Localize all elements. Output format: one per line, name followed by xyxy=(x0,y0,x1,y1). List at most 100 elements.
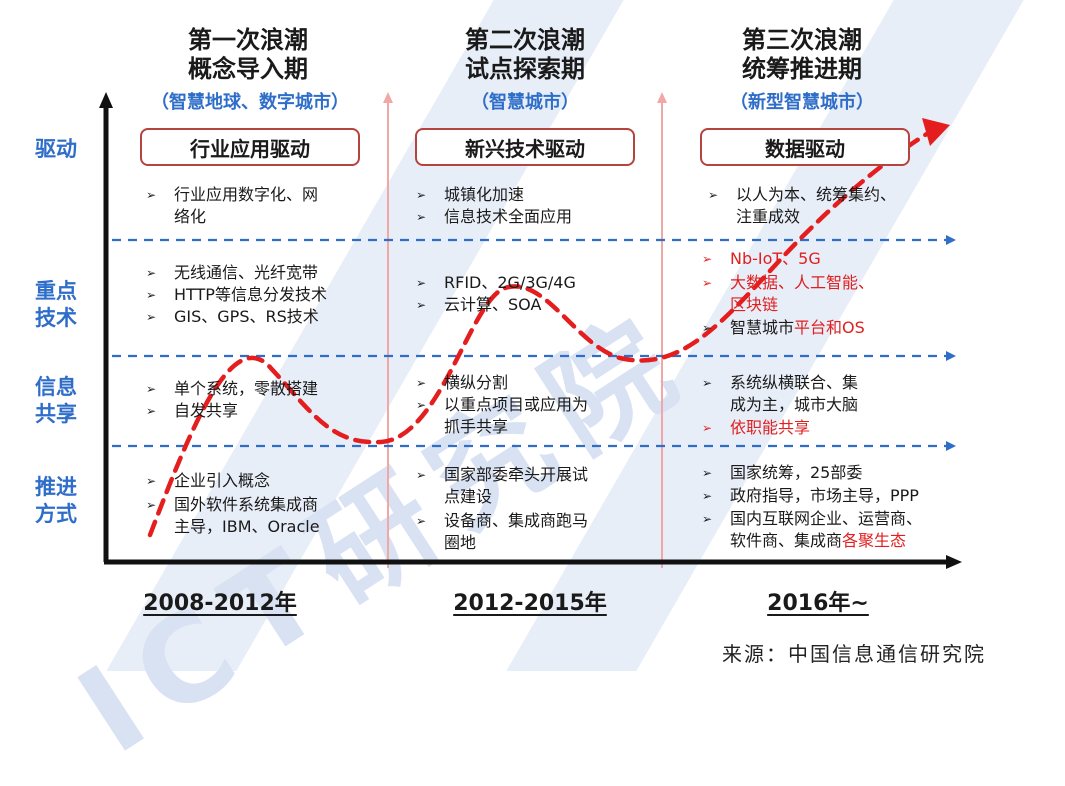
bullet-text: 成为主，城市大脑 xyxy=(730,395,859,414)
bullet-arrow-icon: ➢ xyxy=(708,188,719,202)
bullet-item: ➢ 城镇化加速 xyxy=(416,184,656,206)
trend-curve xyxy=(147,129,933,538)
bullet-arrow-icon: ➢ xyxy=(702,466,713,480)
bullet-arrow-icon: ➢ xyxy=(146,404,157,418)
bullet-item: ➢ Nb-IoT、5G xyxy=(702,248,952,270)
wave-2-title-line1: 第二次浪潮 xyxy=(465,26,585,54)
bullet-item: ➢ 系统纵横联合、集 成为主，城市大脑 xyxy=(702,372,952,416)
content-layer: 第一次浪潮 概念导入期 （智慧地球、数字城市） 第二次浪潮 试点探索期 （智慧城… xyxy=(28,26,986,666)
bullet-item: ➢ 企业引入概念 xyxy=(146,470,386,492)
bullet-arrow-icon: ➢ xyxy=(146,310,157,324)
column-divider-arrowhead xyxy=(657,92,667,103)
bullet-item: ➢ 横纵分割 xyxy=(416,372,656,394)
bullet-text: 抓手共享 xyxy=(444,417,509,436)
period-label-2: 2012-2015年 xyxy=(453,591,607,616)
row-label-promo-line2: 方式 xyxy=(35,502,77,526)
bullet-text: HTTP等信息分发技术 xyxy=(174,285,327,304)
wave-2-subtitle: （智慧城市） xyxy=(471,92,579,113)
bullet-arrow-icon: ➢ xyxy=(146,288,157,302)
bullet-text: 国家统筹，25部委 xyxy=(730,463,863,482)
bullet-arrow-icon: ➢ xyxy=(416,188,427,202)
bullet-item: ➢ 云计算、SOA xyxy=(416,294,656,316)
bullet-item: ➢ 无线通信、光纤宽带 xyxy=(146,262,386,284)
bullet-text: RFID、2G/3G/4G xyxy=(444,273,576,292)
bullet-item: ➢ HTTP等信息分发技术 xyxy=(146,284,386,306)
bullet-item: ➢ 自发共享 xyxy=(146,400,386,422)
bullet-text: 主导，IBM、Oracle xyxy=(174,517,320,536)
bullet-text-highlight: 平台和OS xyxy=(794,318,865,337)
bullet-text: GIS、GPS、RS技术 xyxy=(174,307,319,326)
wave-1-title: 第一次浪潮 概念导入期 xyxy=(138,26,358,84)
bullet-arrow-icon: ➢ xyxy=(146,474,157,488)
bullet-text: 行业应用数字化、网 xyxy=(174,185,319,204)
bullet-arrow-icon: ➢ xyxy=(702,321,713,335)
bullet-item: ➢ 国内互联网企业、运营商、 软件商、集成商各聚生态 xyxy=(702,508,962,552)
bullet-item: ➢ 以重点项目或应用为 抓手共享 xyxy=(416,394,656,438)
row-label-promo: 推进 方式 xyxy=(28,474,84,528)
wave-3-title-line1: 第三次浪潮 xyxy=(742,26,862,54)
bullet-item: ➢ GIS、GPS、RS技术 xyxy=(146,306,386,328)
driver-box-3: 数据驱动 xyxy=(700,128,910,166)
bullet-item: ➢ 以人为本、统筹集约、 注重成效 xyxy=(708,184,948,228)
bullet-text: 系统纵横联合、集 xyxy=(730,373,859,392)
bullet-arrow-icon: ➢ xyxy=(702,252,713,266)
bullet-arrow-icon: ➢ xyxy=(416,376,427,390)
bullet-item: ➢ 国外软件系统集成商 主导，IBM、Oracle xyxy=(146,494,386,538)
driver-box-1: 行业应用驱动 xyxy=(140,128,360,166)
bullet-arrow-icon: ➢ xyxy=(146,498,157,512)
bullet-text: 圈地 xyxy=(444,533,477,552)
bullet-arrow-icon: ➢ xyxy=(702,421,713,435)
bullet-text: Nb-IoT、5G xyxy=(730,249,821,268)
bullet-item: ➢ 单个系统，零散搭建 xyxy=(146,378,386,400)
bullet-text: 国家部委牵头开展试 xyxy=(444,465,589,484)
bullet-item: ➢ RFID、2G/3G/4G xyxy=(416,272,656,294)
y-axis-arrowhead xyxy=(99,92,113,108)
bullet-text: 自发共享 xyxy=(174,401,239,420)
bullet-arrow-icon: ➢ xyxy=(416,276,427,290)
bullet-arrow-icon: ➢ xyxy=(146,266,157,280)
bullet-arrow-icon: ➢ xyxy=(702,276,713,290)
bullet-arrow-icon: ➢ xyxy=(702,376,713,390)
wave-3-subtitle: （新型智慧城市） xyxy=(730,92,874,113)
bullet-text: 企业引入概念 xyxy=(174,471,271,490)
bullet-text: 单个系统，零散搭建 xyxy=(174,379,319,398)
row-divider-arrowhead xyxy=(946,441,956,451)
row-label-drive: 驱动 xyxy=(35,137,77,161)
bullet-arrow-icon: ➢ xyxy=(146,188,157,202)
row-label-tech: 重点 技术 xyxy=(28,278,84,332)
wave-2-title: 第二次浪潮 试点探索期 xyxy=(415,26,635,84)
bullet-arrow-icon: ➢ xyxy=(702,512,713,526)
row-label-promo-line1: 推进 xyxy=(35,475,77,499)
bullet-item: ➢ 智慧城市平台和OS xyxy=(702,317,952,339)
driver-box-2: 新兴技术驱动 xyxy=(415,128,635,166)
bullet-text: 以重点项目或应用为 xyxy=(444,395,589,414)
bullet-text: 设备商、集成商跑马 xyxy=(444,511,589,530)
bullet-text: 云计算、SOA xyxy=(444,295,542,314)
period-label-1: 2008-2012年 xyxy=(143,591,297,616)
wave-3-title: 第三次浪潮 统筹推进期 xyxy=(692,26,912,84)
bullet-arrow-icon: ➢ xyxy=(416,514,427,528)
bullet-text: 以人为本、统筹集约、 xyxy=(736,185,897,204)
bullet-text: 国内互联网企业、运营商、 xyxy=(730,509,923,528)
bullet-text: 信息技术全面应用 xyxy=(444,207,573,226)
bullet-text: 区块链 xyxy=(730,295,779,314)
row-divider-arrowhead xyxy=(946,351,956,361)
bullet-text: 智慧城市 xyxy=(730,318,795,337)
row-label-tech-line1: 重点 xyxy=(35,279,77,303)
bullet-text: 依职能共享 xyxy=(730,418,811,437)
bullet-text: 注重成效 xyxy=(736,207,801,226)
bullet-text-highlight: 各聚生态 xyxy=(842,531,907,550)
bullet-text: 城镇化加速 xyxy=(444,185,525,204)
bullet-arrow-icon: ➢ xyxy=(702,489,713,503)
bullet-arrow-icon: ➢ xyxy=(416,210,427,224)
bullet-item: ➢ 信息技术全面应用 xyxy=(416,206,656,228)
bullet-item: ➢ 国家统筹，25部委 xyxy=(702,462,962,484)
period-label-3: 2016年~ xyxy=(767,591,869,616)
bullet-item: ➢ 依职能共享 xyxy=(702,417,952,439)
bullet-text: 络化 xyxy=(174,207,207,226)
wave-2-title-line2: 试点探索期 xyxy=(465,55,585,83)
column-divider-arrowhead xyxy=(383,92,393,103)
bullet-item: ➢ 国家部委牵头开展试 点建设 xyxy=(416,464,656,508)
source-note: 来源：中国信息通信研究院 xyxy=(722,642,986,666)
row-label-info-line1: 信息 xyxy=(35,375,77,399)
